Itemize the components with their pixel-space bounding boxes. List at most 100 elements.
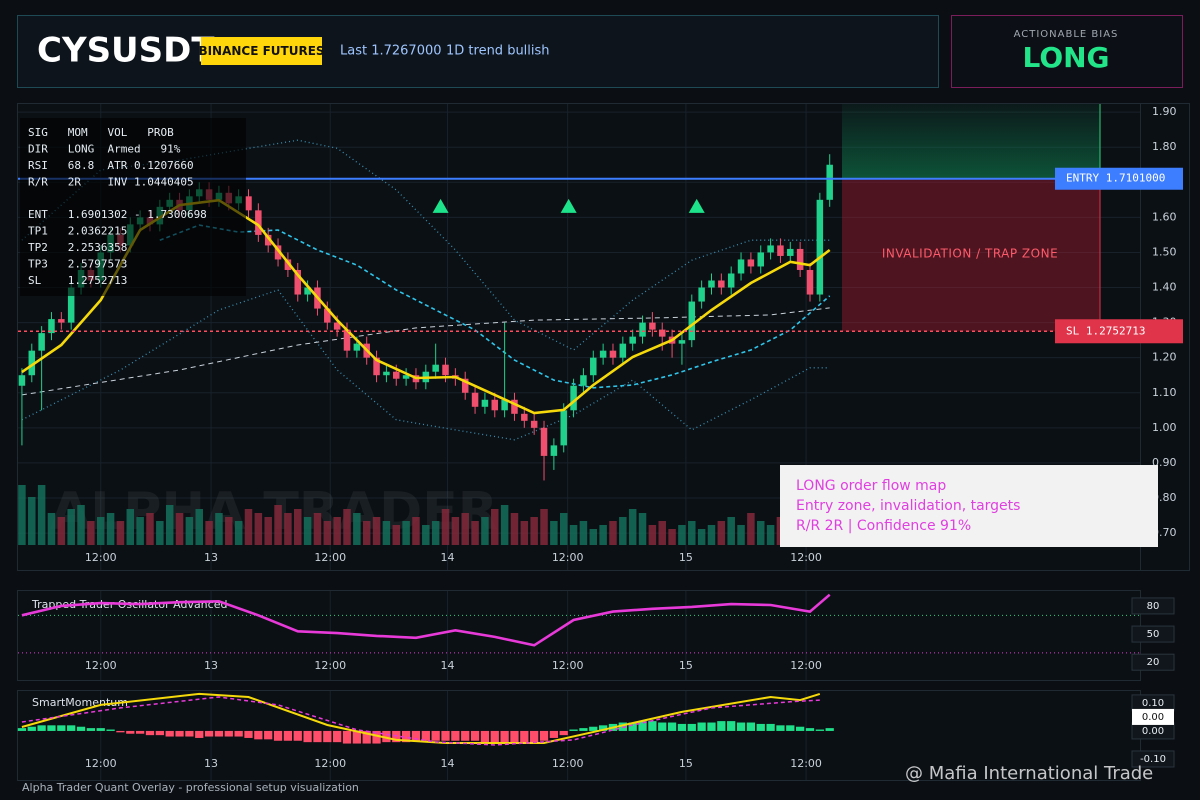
histogram-bar	[510, 730, 519, 744]
volume-bar	[294, 509, 302, 545]
histogram-bar	[470, 730, 480, 741]
candle-body	[58, 319, 65, 323]
x-tick-label: 12:00	[790, 757, 822, 770]
x-tick-label: 15	[679, 659, 693, 672]
candle-body	[619, 343, 627, 358]
volume-bar	[599, 525, 607, 545]
histogram-bar	[717, 721, 726, 731]
histogram-bar	[736, 722, 746, 731]
histogram-bar	[756, 723, 765, 731]
histogram-bar	[116, 730, 125, 733]
volume-bar	[254, 513, 263, 545]
histogram-bar	[628, 722, 637, 731]
stats-level: SL 1.2752713	[28, 274, 127, 287]
candle-body	[708, 280, 715, 288]
histogram-bar	[37, 725, 46, 731]
histogram-bar	[598, 725, 608, 731]
histogram-bar	[155, 730, 164, 736]
volume-bar	[569, 525, 578, 545]
y-tick-label: 1.40	[1152, 281, 1177, 294]
header-box	[17, 15, 939, 88]
candle-body	[688, 301, 696, 341]
x-tick-label: 12:00	[314, 757, 346, 770]
volume-bar	[195, 509, 203, 545]
candle-body	[28, 350, 36, 376]
candle-body	[304, 287, 311, 295]
x-tick-label: 12:00	[552, 551, 584, 564]
stats-line: RSI 68.8 ATR 0.1207660	[28, 159, 194, 172]
last-label: 0.00	[1142, 712, 1164, 723]
histogram-bar	[283, 730, 293, 741]
last-tag	[1132, 708, 1174, 725]
stats-level: TP3 2.5797573	[28, 258, 127, 271]
volume-bar	[234, 521, 243, 545]
histogram-bar	[530, 730, 539, 743]
y-tick-label: -0.10	[1140, 754, 1166, 765]
candle-body	[550, 445, 558, 456]
bias-value: LONG	[1022, 41, 1109, 74]
histogram-bar	[776, 725, 785, 731]
histogram-bar	[461, 730, 470, 741]
candle-body	[471, 392, 479, 407]
volume-bar	[77, 505, 85, 545]
histogram-bar	[520, 730, 529, 744]
stats-line: SIG MOM VOL PROB	[28, 126, 174, 139]
histogram-bar	[677, 723, 687, 731]
volume-bar	[648, 525, 657, 545]
tick-tag	[1131, 597, 1175, 615]
histogram-bar	[185, 730, 194, 737]
stop-tag	[1055, 319, 1183, 344]
histogram-bar	[648, 721, 657, 731]
footer: Alpha Trader Quant Overlay - professiona…	[22, 781, 359, 794]
candle-body	[767, 245, 774, 253]
histogram-bar	[165, 730, 174, 737]
candle-body	[629, 336, 636, 344]
y-tick-label: 1.00	[1152, 421, 1177, 434]
tick-tag	[1131, 625, 1175, 643]
volume-bar	[205, 521, 213, 545]
bias-box	[951, 15, 1183, 88]
volume-bar	[579, 521, 588, 545]
bias-label: ACTIONABLE BIAS	[1014, 29, 1119, 40]
volume-bar	[747, 513, 755, 545]
candle-body	[353, 343, 361, 351]
candle-body	[48, 319, 55, 334]
volume-bar	[57, 517, 66, 545]
entry-tag	[1055, 167, 1183, 190]
histogram-bar	[175, 730, 184, 737]
candle-body	[698, 287, 705, 302]
histogram-bar	[825, 728, 834, 731]
entry-label: ENTRY 1.7101000	[1066, 172, 1165, 185]
volume-bar	[37, 485, 46, 545]
volume-bar	[766, 525, 775, 545]
volume-bar	[87, 521, 95, 545]
histogram-bar	[766, 723, 775, 731]
lower-band	[21, 289, 830, 441]
stats-panel	[20, 118, 246, 296]
candle-body	[580, 375, 587, 386]
candle-body	[639, 322, 646, 337]
y-tick-label: 1.50	[1152, 245, 1177, 258]
candle-body	[491, 399, 499, 411]
histogram-bar	[313, 730, 322, 743]
histogram-bar	[293, 730, 302, 741]
histogram-bar	[687, 723, 696, 731]
histogram-bar	[658, 722, 667, 731]
candle-body	[393, 371, 400, 379]
volume-bar	[225, 517, 233, 545]
histogram-bar	[480, 730, 490, 743]
histogram-bar	[697, 722, 706, 731]
histogram-bar	[57, 725, 66, 731]
volume-bar	[402, 521, 410, 545]
y-tick-label: 80	[1147, 601, 1160, 612]
volume-bar	[697, 529, 706, 545]
volume-bar	[422, 525, 430, 545]
slow-ma	[159, 224, 831, 389]
histogram-bar	[106, 729, 115, 731]
histogram-bar	[27, 726, 36, 731]
x-tick-label: 13	[204, 551, 218, 564]
volume-bar	[392, 525, 401, 545]
candle-body	[501, 399, 508, 411]
long-ma	[21, 307, 830, 396]
